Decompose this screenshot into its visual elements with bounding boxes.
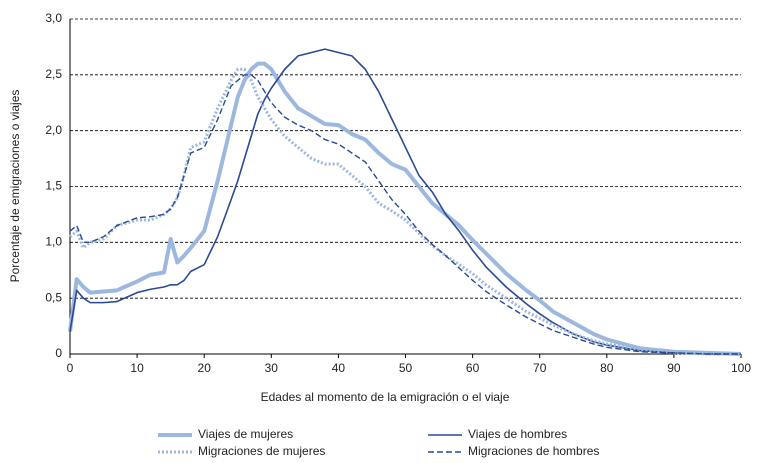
x-tick-label: 80 [600,361,614,375]
x-tick-label: 60 [466,361,480,375]
legend-label: Viajes de mujeres [198,427,293,441]
x-axis-label: Edades al momento de la emigración o el … [261,390,510,404]
x-tick-label: 0 [67,361,74,375]
legend-label: Viajes de hombres [468,427,567,441]
y-tick-label: 0,5 [45,290,62,304]
legend-label: Migraciones de hombres [468,444,599,458]
y-tick-label: 1,0 [45,235,62,249]
series-line [68,61,742,356]
y-tick-label: 0 [55,346,62,360]
y-axis-label: Porcentaje de emigraciones o viajes [8,90,22,283]
x-tick-label: 40 [332,361,346,375]
series-line [69,48,741,355]
x-tick-label: 100 [731,361,751,375]
x-tick-label: 30 [265,361,279,375]
x-tick-label: 90 [667,361,681,375]
x-tick-label: 10 [130,361,144,375]
legend-label: Migraciones de mujeres [198,444,325,458]
y-tick-label: 2,5 [45,67,62,81]
x-tick-label: 70 [533,361,547,375]
x-tick-label: 50 [399,361,413,375]
y-tick-label: 3,0 [45,11,62,25]
series-line [69,74,741,355]
y-tick-label: 1,5 [45,179,62,193]
series-line [69,67,741,356]
y-tick-label: 2,0 [45,123,62,137]
x-tick-label: 20 [198,361,212,375]
